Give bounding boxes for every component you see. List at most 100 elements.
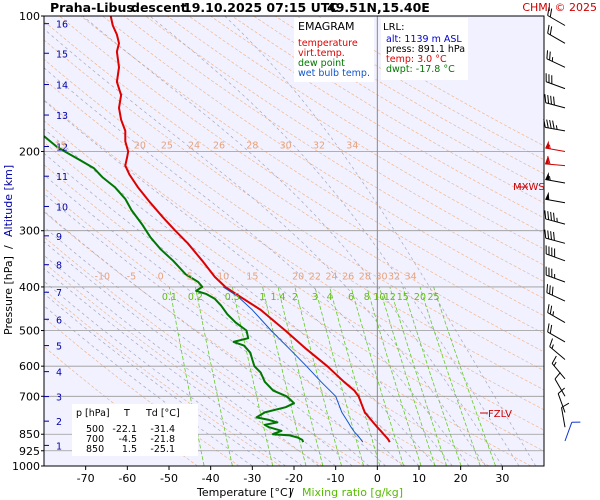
wind-barb (557, 387, 566, 413)
altitude-label: 13 (56, 111, 68, 122)
theta-label-400: 22 (309, 271, 321, 282)
mixing-ratio-label: 3 (312, 292, 318, 303)
wind-barb (549, 338, 566, 360)
moist-adiabat (44, 100, 453, 466)
wind-barb (547, 6, 566, 26)
wind-barb-full (571, 421, 581, 423)
x-axis-title-mixing: Mixing ratio [g/kg] (302, 486, 403, 499)
wind-barb (547, 304, 566, 324)
theta-label-200: 24 (188, 140, 200, 151)
wind-barb-full (547, 94, 550, 104)
theta-label-400: 0 (158, 271, 164, 282)
series-line-temperature (109, 16, 391, 443)
wind-barb-full (554, 372, 561, 380)
table-cell-p: 700 (86, 434, 104, 445)
y-tick-label: 700 (19, 390, 40, 403)
wind-barb-full (550, 231, 552, 240)
mixing-ratio-label: 1.4 (270, 292, 285, 303)
y-tick-label: 850 (19, 428, 40, 441)
mixing-ratio-label: 20 (414, 292, 426, 303)
wind-barb-staff (546, 58, 566, 68)
mixing-ratio-label: 12 (384, 292, 396, 303)
dry-adiabat (44, 187, 448, 466)
wind-barb-full (544, 94, 547, 103)
wind-barb (544, 210, 566, 225)
grid-layer (44, 16, 544, 466)
theta-label-200: 20 (134, 140, 146, 151)
wind-barb (545, 191, 566, 204)
series-line-wet-bulb-temp- (222, 286, 364, 443)
theta-label-400: 24 (325, 271, 337, 282)
mixing-ratio-label: 0.1 (162, 292, 177, 303)
mixing-ratio-label: 25 (428, 292, 440, 303)
wind-barb-staff (546, 292, 566, 302)
wind-barb-staff (549, 346, 566, 360)
theta-label-200: 34 (346, 140, 358, 151)
wind-barb (561, 402, 570, 428)
wind-barb-full (551, 268, 553, 278)
theta-label-400: -10 (95, 271, 111, 282)
wind-barb (543, 118, 566, 132)
wind-barb-staff (547, 312, 566, 324)
plot-area (44, 16, 544, 466)
table-cell-td: -31.4 (150, 424, 175, 435)
theta-label-400: -5 (127, 271, 136, 282)
wind-barb-full (554, 248, 556, 258)
wind-barb-full (547, 24, 550, 34)
altitude-label: 6 (56, 315, 62, 326)
wind-barb-half (553, 361, 557, 367)
altitude-label: 4 (56, 368, 62, 379)
x-tick-label: -50 (160, 472, 178, 485)
table-cell-p: 500 (86, 424, 104, 435)
theta-label-400: 20 (292, 271, 304, 282)
altitude-label: 9 (56, 232, 62, 243)
wind-barb-full (548, 246, 550, 255)
wind-barb (547, 323, 566, 343)
lrl-box (381, 18, 468, 80)
table-cell-td: -25.1 (150, 444, 175, 455)
wind-barb-full (557, 387, 565, 394)
wind-barb-staff (564, 422, 573, 442)
wind-barb-full (547, 211, 550, 220)
dry-adiabat (44, 346, 198, 466)
wind-barb (545, 245, 566, 262)
theta-label-400: 5 (187, 271, 193, 282)
moist-adiabat (44, 67, 470, 466)
x-tick-label: -20 (285, 472, 303, 485)
x-tick-label: -70 (77, 472, 95, 485)
table-header-p: p [hPa] (76, 408, 110, 419)
y-tick-label: 100 (19, 10, 40, 23)
mixing-ratio-label: 4 (327, 292, 333, 303)
dry-adiabat (59, 16, 544, 335)
table-cell-t: -22.1 (112, 424, 137, 435)
wind-barb-staff (546, 253, 566, 262)
altitude-label: 5 (56, 342, 62, 353)
wind-barb-staff (545, 126, 566, 132)
wind-barb (551, 355, 566, 380)
wind-barb-staff (545, 102, 566, 109)
wind-barb-full (549, 51, 551, 61)
wind-barb-full (549, 26, 553, 35)
wind-barb-half (548, 176, 551, 181)
wind-barb (545, 73, 566, 90)
altitude-label: 10 (56, 202, 68, 213)
dry-adiabat (80, 16, 544, 317)
wind-barb-half (552, 311, 555, 316)
theta-label-400: 10 (217, 271, 229, 282)
lrl-title: LRL: (383, 22, 404, 33)
wind-barb-pennant (545, 171, 550, 181)
wind-barb-full (549, 119, 552, 129)
wind-barb-full (545, 73, 547, 82)
wind-barb-full (551, 247, 553, 257)
altitude-label: 12 (56, 143, 68, 154)
wind-barb-full (553, 96, 555, 106)
station-name: Praha-Libus (50, 0, 134, 15)
wind-barb (546, 284, 566, 302)
wind-barb-full (545, 245, 547, 254)
lrl-alt: alt: 1139 m ASL (386, 34, 462, 45)
wind-barb (546, 50, 566, 68)
theta-label-200: 15 (55, 140, 67, 151)
wind-barb (544, 94, 566, 109)
dry-adiabat (44, 262, 323, 466)
wind-barb-full (548, 267, 550, 277)
